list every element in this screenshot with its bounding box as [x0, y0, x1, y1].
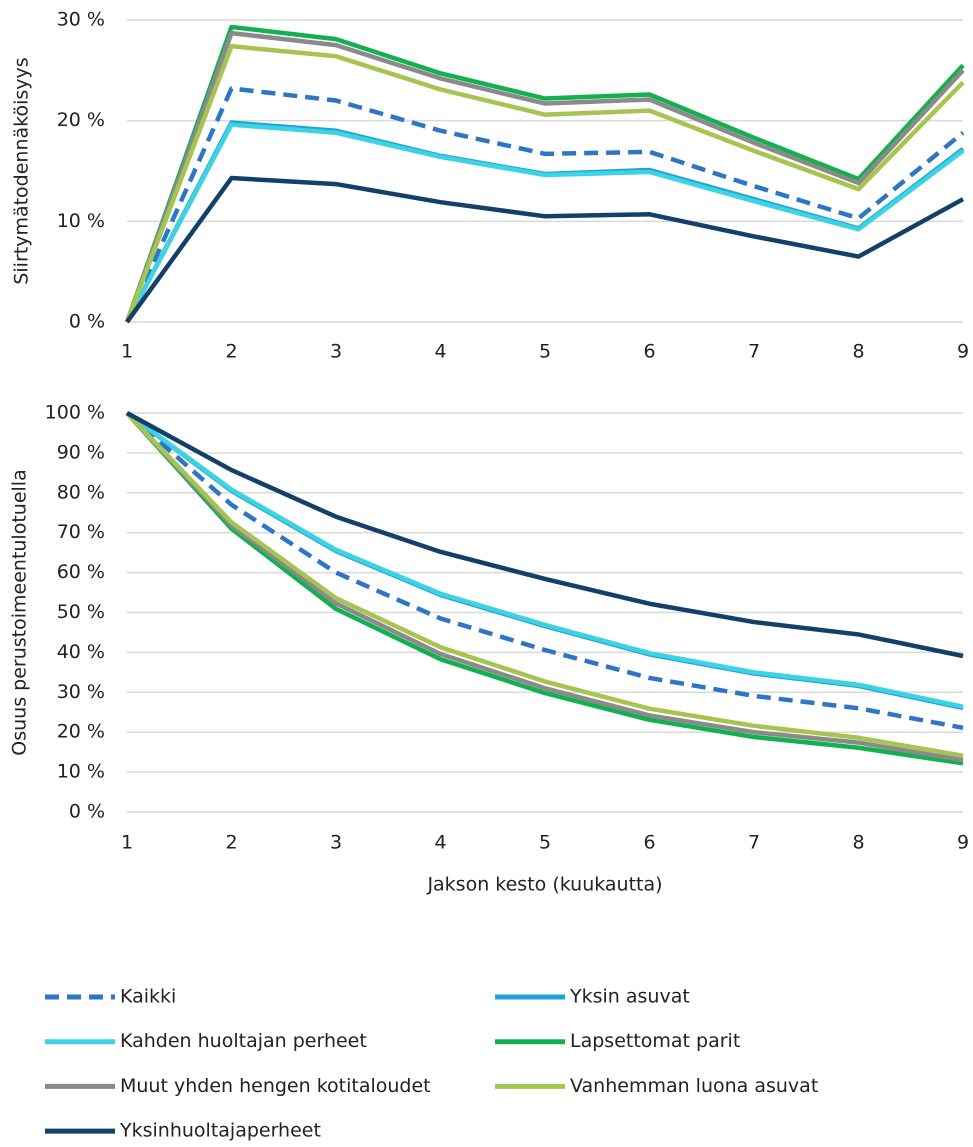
y-tick-label: 30 % — [57, 9, 105, 31]
series-line — [125, 411, 964, 758]
series-line — [124, 30, 965, 323]
legend-label: Kaikki — [120, 986, 176, 1008]
y-tick-label: 30 % — [57, 681, 105, 703]
series-line — [124, 86, 965, 323]
y-axis-label: Osuus perustoimeentulotuella — [9, 469, 31, 755]
legend-label: Lapsettomat parit — [570, 1030, 740, 1052]
x-tick-label: 8 — [852, 832, 864, 854]
x-axis-label: Jakson kesto (kuukautta) — [426, 874, 662, 896]
x-tick-label: 3 — [330, 341, 342, 363]
y-tick-label: 20 % — [57, 721, 105, 743]
x-tick-label: 5 — [539, 832, 551, 854]
legend-label: Muut yhden hengen kotitaloudet — [120, 1075, 431, 1097]
y-tick-label: 10 % — [57, 761, 105, 783]
y-tick-label: 50 % — [57, 601, 105, 623]
y-tick-label: 100 % — [45, 402, 105, 424]
x-tick-label: 8 — [852, 341, 864, 363]
x-tick-label: 1 — [121, 832, 133, 854]
x-tick-label: 2 — [225, 341, 237, 363]
x-tick-label: 6 — [643, 341, 655, 363]
series-line — [125, 411, 964, 709]
y-tick-label: 10 % — [57, 210, 105, 232]
series-line — [125, 411, 964, 731]
x-tick-label: 9 — [957, 341, 969, 363]
x-tick-label: 1 — [121, 341, 133, 363]
y-tick-label: 0 % — [69, 801, 105, 823]
series-line — [125, 122, 965, 324]
y-tick-label: 40 % — [57, 641, 105, 663]
x-tick-label: 9 — [957, 832, 969, 854]
x-tick-label: 3 — [330, 832, 342, 854]
series-line — [125, 411, 964, 711]
y-axis-label: Siirtymätodennäköisyys — [11, 57, 33, 284]
y-tick-label: 90 % — [57, 441, 105, 463]
y-tick-label: 80 % — [57, 481, 105, 503]
legend-label: Yksin asuvat — [569, 986, 690, 1008]
x-tick-label: 7 — [748, 341, 760, 363]
x-tick-label: 5 — [539, 341, 551, 363]
legend-label: Yksinhuoltajaperheet — [119, 1120, 321, 1142]
x-tick-label: 7 — [748, 832, 760, 854]
legend-label: Kahden huoltajan perheet — [120, 1030, 367, 1052]
x-tick-label: 2 — [225, 832, 237, 854]
x-tick-label: 4 — [434, 341, 446, 363]
series-line — [125, 411, 964, 763]
series-line — [125, 175, 965, 324]
y-tick-label: 60 % — [57, 561, 105, 583]
y-tick-label: 20 % — [57, 109, 105, 131]
y-tick-label: 70 % — [57, 521, 105, 543]
series-line — [125, 411, 964, 659]
series-line — [124, 24, 965, 323]
series-line — [125, 411, 964, 766]
series-line — [124, 43, 965, 323]
x-tick-label: 6 — [643, 832, 655, 854]
y-tick-label: 0 % — [69, 311, 105, 333]
legend-label: Vanhemman luona asuvat — [570, 1075, 818, 1097]
x-tick-label: 4 — [434, 832, 446, 854]
